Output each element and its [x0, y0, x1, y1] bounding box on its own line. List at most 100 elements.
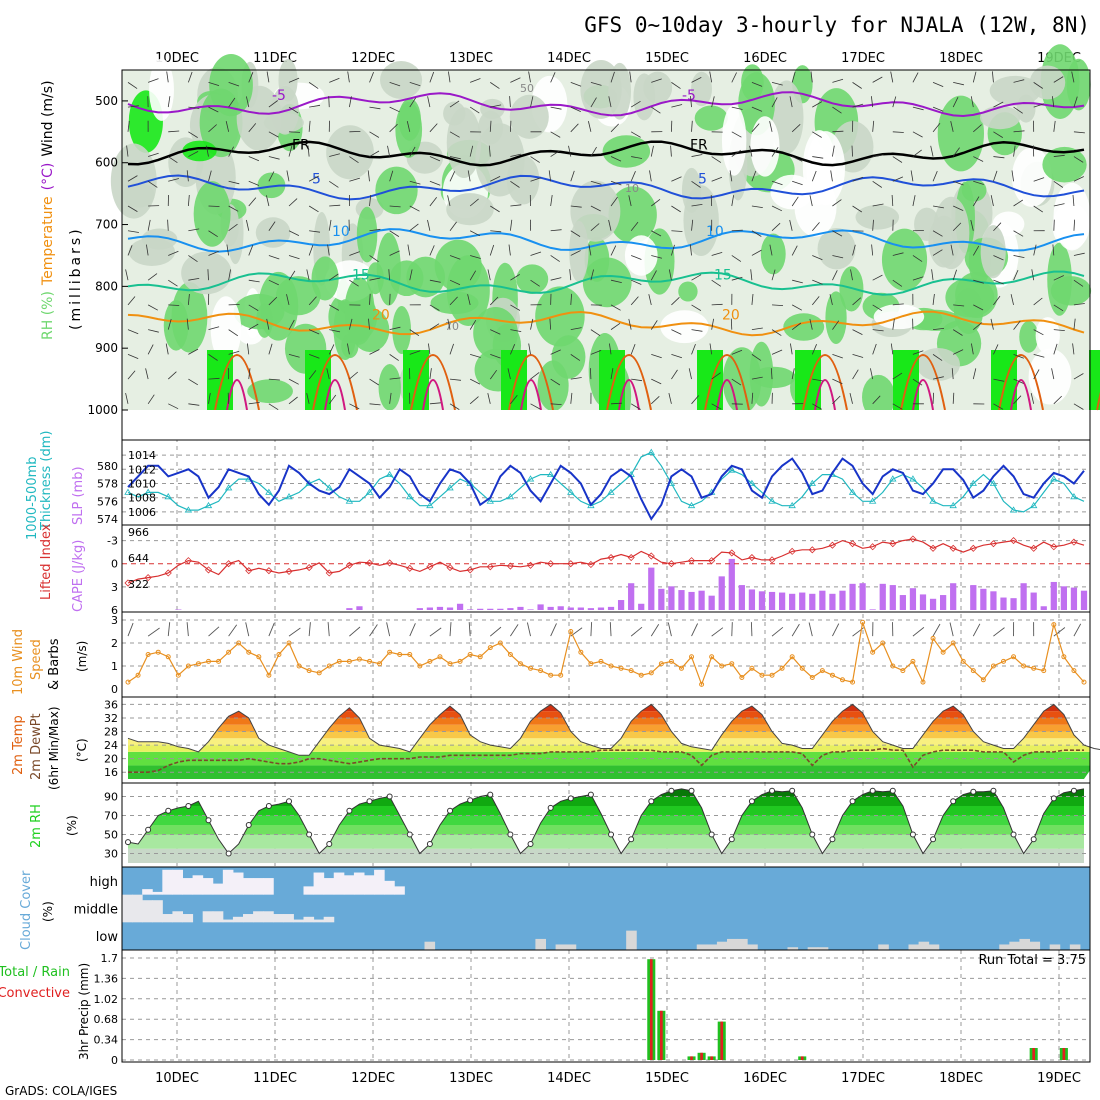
rh-region	[1029, 65, 1066, 100]
wind-barb	[1013, 378, 1024, 384]
wind-barb	[369, 277, 381, 281]
wind-speed-point	[497, 640, 503, 646]
wind-barb	[268, 131, 279, 138]
thickness-point	[345, 497, 354, 504]
wind-barb	[588, 244, 592, 256]
cape-bar	[617, 600, 625, 610]
wind-barb	[1053, 203, 1065, 207]
surface-wind-barb	[771, 626, 784, 637]
temp-tick-label: 36	[104, 698, 118, 711]
cape-bar	[658, 588, 665, 610]
thickness-ylabel: Thickness (dm)	[39, 431, 54, 531]
rh2m-ylabel-unit: (%)	[65, 815, 79, 836]
wind-speed-point	[558, 672, 564, 678]
wind-barb	[510, 180, 520, 188]
wind-barb	[892, 156, 903, 163]
wind-barb	[892, 372, 903, 380]
isotherm-label: 15	[714, 267, 732, 283]
cloud-cell	[122, 894, 133, 923]
wind-barb	[670, 145, 672, 157]
wind-barb	[871, 244, 874, 256]
rh-point	[547, 804, 554, 811]
wind-barb	[731, 349, 743, 355]
wind-barb	[148, 152, 159, 157]
rh-region	[750, 116, 780, 177]
cape-bar	[698, 590, 705, 610]
cloud-cell	[565, 944, 577, 950]
wind-speed-point	[528, 665, 534, 671]
wind-barb	[993, 222, 1002, 232]
wind-barb	[208, 326, 220, 331]
wind-barb	[1073, 279, 1084, 287]
wind-speed-point	[336, 658, 342, 664]
wind-barb	[930, 145, 934, 157]
wind-barb	[308, 370, 317, 380]
wind-barb	[248, 402, 260, 405]
precip-tick-label: 1.36	[94, 972, 119, 985]
precip-convective-bar	[649, 959, 653, 1060]
cape-bar	[889, 585, 896, 610]
rh-point	[245, 822, 252, 828]
wind-barb	[771, 81, 783, 86]
wind-speed-point	[719, 663, 725, 669]
wind-barb	[1073, 318, 1076, 330]
wind-barb	[932, 81, 944, 87]
wind-barb	[751, 170, 757, 182]
wind-speed-point	[548, 672, 554, 678]
cloud-cell	[384, 880, 395, 895]
wind-barb	[369, 71, 374, 83]
cloud-cell	[293, 919, 304, 923]
isotherm-line	[127, 310, 1085, 337]
wind-barb	[489, 120, 492, 132]
wind-barb	[610, 180, 622, 186]
isotherm-line	[127, 91, 1085, 118]
wind-barb	[288, 270, 296, 281]
temp-tick-label: 32	[104, 712, 118, 725]
isotherm-line	[127, 270, 1085, 296]
wind-barb	[510, 274, 520, 281]
wind-barb	[852, 329, 863, 335]
precip-tick-label: 1.7	[101, 952, 119, 965]
cloud-level-label: high	[90, 875, 118, 890]
thickness-point	[567, 488, 575, 495]
wind-barb	[973, 304, 984, 311]
cape-bar	[1070, 587, 1078, 610]
wind-barb	[409, 180, 421, 185]
wind-barb	[973, 279, 985, 284]
wind-barb	[771, 269, 776, 281]
wind-barb	[850, 269, 853, 281]
wind-speed-point	[678, 665, 684, 671]
rh-region	[681, 167, 702, 213]
wind-barb	[127, 105, 139, 108]
cape-bar	[688, 591, 695, 610]
wind-barb	[812, 131, 822, 138]
rh-region	[945, 277, 995, 318]
cape-bar	[487, 608, 494, 610]
wind-barb	[188, 378, 199, 386]
isotherm-arch	[912, 379, 934, 411]
cloud-cell	[626, 930, 637, 950]
cape-bar	[869, 609, 876, 610]
cloud-cell	[253, 878, 264, 895]
wind-barb	[953, 81, 964, 86]
cloud-cell	[273, 914, 284, 923]
wind-barb	[892, 303, 904, 306]
wind-speed-point	[779, 665, 785, 671]
wind-barb	[771, 205, 783, 212]
cloud-cell	[243, 878, 254, 895]
wind-barb	[953, 349, 964, 355]
panel-frames	[121, 69, 1091, 1063]
rh-point	[286, 798, 293, 805]
wind-barb	[288, 319, 295, 330]
cape-bar	[758, 591, 766, 610]
isotherm-line	[127, 174, 1085, 201]
wind-speed-point	[729, 661, 735, 667]
surface-wind-barb	[609, 622, 612, 637]
wind-barb	[228, 146, 234, 157]
wind-barb	[809, 195, 813, 207]
surface-wind-barb	[750, 622, 753, 637]
surface-wind-barb	[510, 624, 519, 637]
wind-barb	[147, 304, 158, 311]
thickness-point	[486, 497, 494, 504]
